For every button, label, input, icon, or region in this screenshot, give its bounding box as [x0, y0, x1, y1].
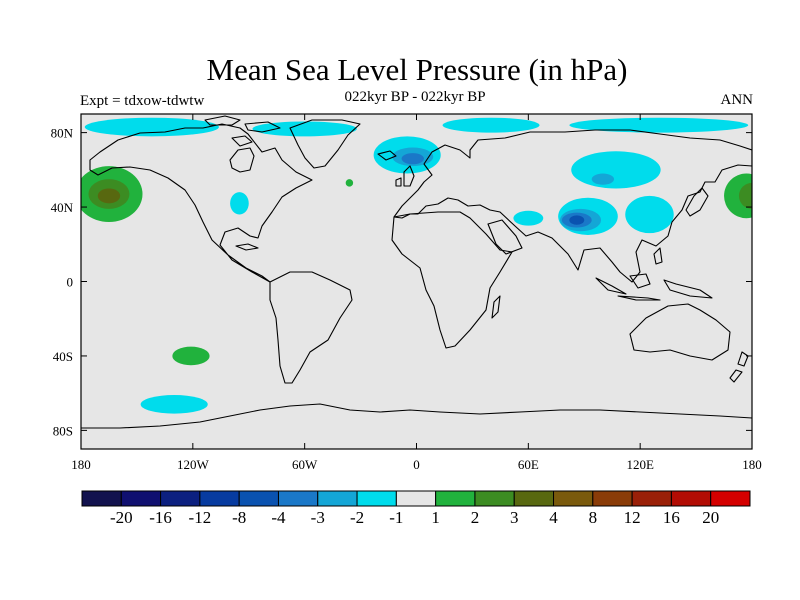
anomaly-region-18 — [591, 173, 615, 185]
colorbar-swatch-0 — [81, 490, 122, 507]
x-tick-label-6: 180 — [742, 457, 762, 472]
colorbar-label-7: -1 — [389, 508, 403, 527]
anomaly-region-10 — [252, 121, 357, 137]
colorbar-swatch-7 — [356, 490, 397, 507]
x-tick-label-4: 60E — [518, 457, 539, 472]
colorbar-swatch-16 — [710, 490, 751, 507]
anomaly-region-23 — [625, 195, 674, 234]
anomaly-region-11 — [442, 117, 540, 133]
colorbar-swatch-9 — [435, 490, 476, 507]
colorbar: -20 -16 -12 -8 -4 -3 -2 -1 1 2 3 4 8 12 16 20 — [81, 490, 751, 527]
anomaly-region-12 — [569, 117, 749, 133]
africa-coast — [391, 211, 513, 349]
colorbar-swatch-12 — [553, 490, 594, 507]
arabia-coast — [487, 219, 523, 255]
colorbar-swatch-5 — [277, 490, 319, 507]
anomaly-region-22 — [569, 215, 585, 225]
anomaly-region-24 — [513, 210, 544, 226]
colorbar-label-4: -4 — [271, 508, 286, 527]
y-tick-label-1: 40N — [51, 200, 74, 215]
colorbar-label-12: 8 — [589, 508, 598, 527]
plot-subtitle: 022kyr BP - 022kyr BP — [344, 89, 486, 105]
colorbar-label-10: 3 — [510, 508, 519, 527]
y-tick-label-2: 0 — [67, 275, 74, 290]
colorbar-label-11: 4 — [549, 508, 558, 527]
antarctica-coast — [81, 403, 752, 429]
pressure-anomaly-layer — [81, 117, 752, 414]
x-tick-label-2: 60W — [292, 457, 318, 472]
colorbar-swatch-3 — [199, 490, 240, 507]
anomaly-region-7 — [345, 179, 354, 187]
south-america-coast — [269, 271, 353, 384]
colorbar-swatch-4 — [238, 490, 279, 507]
colorbar-swatch-11 — [513, 490, 555, 507]
x-tick-label-3: 0 — [413, 457, 420, 472]
hudson-bay-coast — [229, 147, 255, 173]
colorbar-swatch-1 — [120, 490, 162, 507]
anomaly-region-13 — [230, 192, 249, 215]
britain-coast — [395, 165, 415, 187]
colorbar-label-0: -20 — [110, 508, 133, 527]
anomaly-region-17 — [571, 151, 661, 189]
y-tick-label-4: 80S — [53, 423, 73, 438]
colorbar-label-14: 16 — [663, 508, 680, 527]
colorbar-swatch-13 — [592, 490, 633, 507]
colorbar-label-5: -3 — [311, 508, 325, 527]
x-tick-label-5: 120E — [626, 457, 654, 472]
japan-coast — [685, 187, 709, 217]
coastlines — [81, 115, 752, 429]
colorbar-swatch-15 — [670, 490, 712, 507]
y-axis: 80N 40N 0 40S 80S — [51, 126, 752, 438]
colorbar-label-8: 1 — [431, 508, 440, 527]
x-axis: 180 120W 60W 0 60E 120E 180 — [71, 114, 762, 472]
new-zealand-coast — [729, 351, 749, 383]
anomaly-region-9 — [84, 117, 219, 137]
anomaly-region-4 — [724, 173, 752, 219]
experiment-label: Expt = tdxow-tdwtw — [80, 93, 205, 109]
southeast-asia-islands — [595, 247, 713, 301]
colorbar-swatch-2 — [160, 490, 201, 507]
colorbar-label-9: 2 — [471, 508, 480, 527]
colorbar-label-1: -16 — [149, 508, 172, 527]
iceland-coast — [377, 150, 397, 161]
colorbar-label-2: -12 — [189, 508, 212, 527]
arctic-islands — [204, 115, 281, 147]
colorbar-label-6: -2 — [350, 508, 364, 527]
plot-title: Mean Sea Level Pressure (in hPa) — [206, 52, 628, 87]
colorbar-label-3: -8 — [232, 508, 246, 527]
anomaly-region-6 — [172, 346, 210, 366]
anomaly-region-8 — [140, 395, 208, 414]
eurasia-coast — [393, 129, 752, 283]
anomaly-region-5 — [738, 182, 752, 209]
australia-coast — [629, 303, 731, 361]
colorbar-swatch-8 — [395, 490, 437, 507]
colorbar-swatch-14 — [631, 490, 672, 507]
colorbar-swatch-10 — [474, 490, 515, 507]
y-tick-label-3: 40S — [53, 349, 73, 364]
anomaly-region-3 — [97, 188, 121, 204]
anomaly-region-16 — [401, 153, 424, 165]
colorbar-label-15: 20 — [702, 508, 719, 527]
x-tick-label-0: 180 — [71, 457, 91, 472]
greenland-coast — [289, 119, 361, 169]
x-tick-label-1: 120W — [177, 457, 210, 472]
colorbar-label-13: 12 — [624, 508, 641, 527]
season-label: ANN — [720, 92, 754, 108]
y-tick-label-0: 80N — [51, 126, 74, 141]
colorbar-swatch-6 — [317, 490, 358, 507]
madagascar-coast — [491, 295, 501, 319]
cuba-coast — [235, 243, 259, 251]
